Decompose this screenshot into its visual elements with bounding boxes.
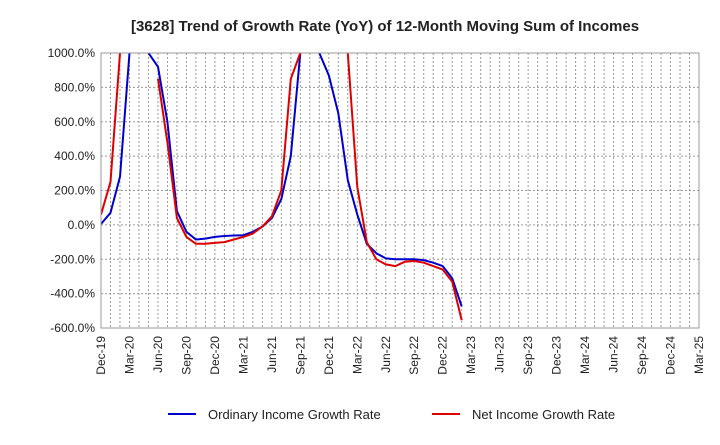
y-tick-label: -200.0%: [50, 252, 95, 266]
x-tick-label: Mar-20: [122, 336, 136, 374]
x-tick-label: Jun-21: [265, 336, 279, 373]
x-tick-label: Dec-22: [436, 336, 450, 375]
grid-lines: [100, 52, 700, 329]
x-tick-label: Dec-23: [550, 336, 564, 375]
y-tick-label: 200.0%: [54, 184, 95, 198]
chart-title: [3628] Trend of Growth Rate (YoY) of 12-…: [131, 18, 639, 35]
x-tick-label: Mar-24: [578, 336, 592, 374]
series-line: [101, 53, 463, 307]
plot-area-frame: [100, 52, 700, 329]
x-tick-label: Jun-24: [607, 336, 621, 373]
x-tick-label: Dec-21: [322, 336, 336, 375]
x-tick-label: Jun-23: [493, 336, 507, 373]
x-tick-label: Mar-25: [692, 336, 706, 374]
y-tick-label: -400.0%: [50, 287, 95, 301]
x-tick-label: Sep-23: [521, 336, 535, 375]
x-tick-label: Dec-20: [208, 336, 222, 375]
x-tick-label: Jun-20: [151, 336, 165, 373]
x-tick-label: Mar-22: [350, 336, 364, 374]
x-tick-label: Sep-20: [179, 336, 193, 375]
y-tick-label: 600.0%: [54, 115, 95, 129]
x-tick-label: Dec-24: [664, 336, 678, 375]
y-axis: 1000.0% 800.0% 600.0% 400.0% 200.0% 0.0% -200.…: [48, 46, 96, 335]
x-axis: Dec-19 Mar-20 Jun-20 Sep-20 Dec-20 Mar-21 Jun-…: [94, 336, 706, 375]
legend-label: Ordinary Income Growth Rate: [208, 407, 381, 422]
y-tick-label: 0.0%: [68, 218, 96, 232]
legend-label: Net Income Growth Rate: [472, 407, 615, 422]
x-tick-label: Dec-19: [94, 336, 108, 375]
y-tick-label: 400.0%: [54, 149, 95, 163]
y-tick-label: 1000.0%: [48, 46, 96, 60]
x-tick-label: Sep-21: [293, 336, 307, 375]
x-tick-label: Jun-22: [379, 336, 393, 373]
x-tick-label: Sep-22: [407, 336, 421, 375]
x-tick-label: Mar-21: [236, 336, 250, 374]
y-tick-label: -600.0%: [50, 321, 95, 335]
series-lines: [101, 53, 463, 321]
x-tick-label: Mar-23: [464, 336, 478, 374]
y-tick-label: 800.0%: [54, 80, 95, 94]
series-line: [101, 53, 463, 321]
legend: Ordinary Income Growth Rate Net Income Gr…: [168, 407, 615, 422]
x-tick-label: Sep-24: [635, 336, 649, 375]
